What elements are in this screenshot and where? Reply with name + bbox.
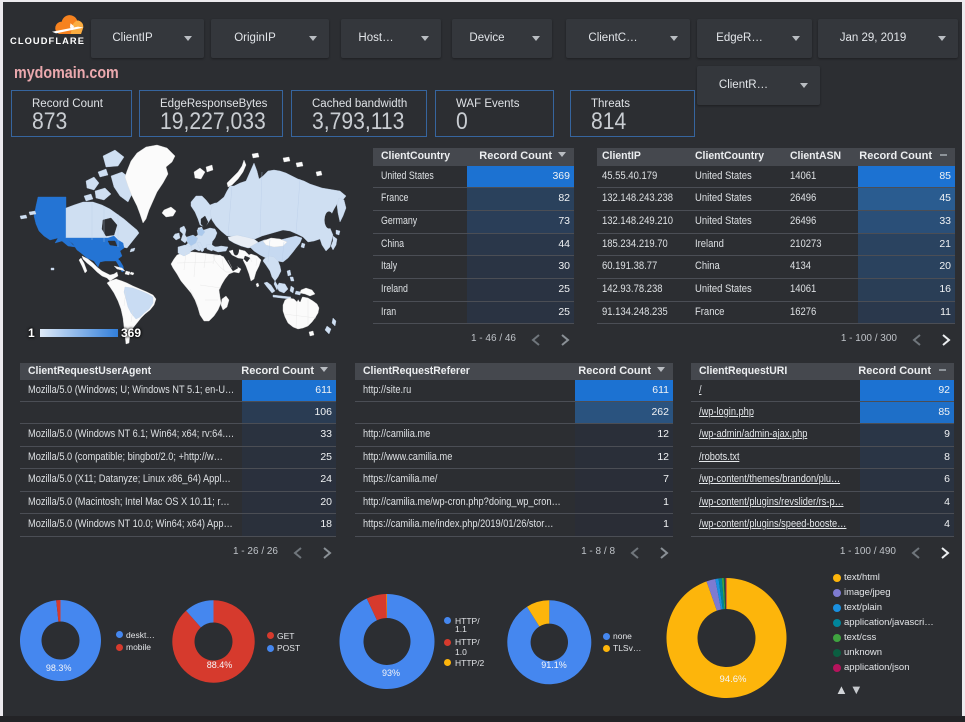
svg-text:94.6%: 94.6% bbox=[720, 674, 747, 685]
svg-text:CLOUDFLARE: CLOUDFLARE bbox=[10, 36, 85, 46]
svg-text:93%: 93% bbox=[382, 668, 400, 678]
svg-text:98.3%: 98.3% bbox=[46, 663, 72, 673]
svg-text:88.4%: 88.4% bbox=[207, 660, 233, 670]
svg-text:91.1%: 91.1% bbox=[541, 660, 567, 670]
